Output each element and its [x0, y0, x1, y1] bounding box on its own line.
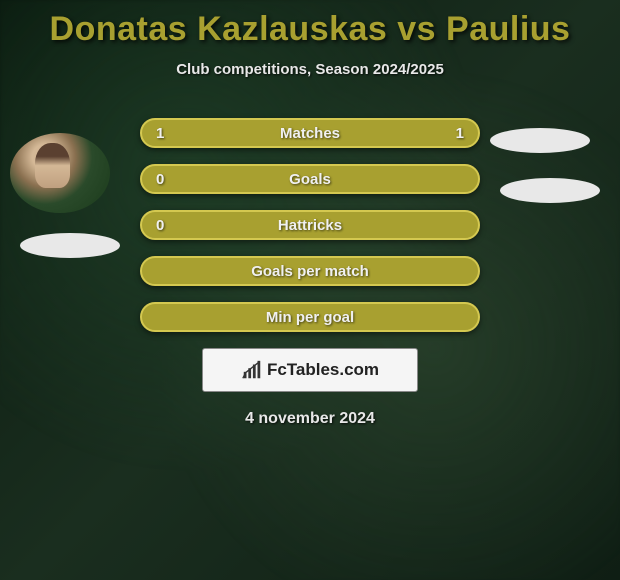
- content-wrapper: Donatas Kazlauskas vs Paulius Club compe…: [0, 0, 620, 428]
- footer-date: 4 november 2024: [0, 410, 620, 428]
- fctables-logo-box[interactable]: FcTables.com: [202, 348, 418, 392]
- stat-value-left: 0: [156, 171, 164, 188]
- stat-bar-min-per-goal: Min per goal: [140, 302, 480, 332]
- player-avatar-left: [10, 133, 110, 213]
- stat-bars-container: 1 Matches 1 0 Goals 0 Hattricks Goals pe…: [140, 118, 480, 332]
- stat-label: Min per goal: [266, 309, 354, 326]
- page-title: Donatas Kazlauskas vs Paulius: [0, 10, 620, 49]
- stat-value-left: 0: [156, 217, 164, 234]
- chart-icon: [241, 359, 263, 381]
- stat-label: Goals per match: [251, 263, 369, 280]
- stat-bar-goals-per-match: Goals per match: [140, 256, 480, 286]
- ellipse-placeholder-right-2: [500, 178, 600, 203]
- stat-label: Hattricks: [278, 217, 342, 234]
- stats-area: 1 Matches 1 0 Goals 0 Hattricks Goals pe…: [0, 118, 620, 428]
- stat-bar-matches: 1 Matches 1: [140, 118, 480, 148]
- stat-label: Matches: [280, 125, 340, 142]
- stat-bar-hattricks: 0 Hattricks: [140, 210, 480, 240]
- page-subtitle: Club competitions, Season 2024/2025: [0, 61, 620, 78]
- stat-bar-goals: 0 Goals: [140, 164, 480, 194]
- stat-label: Goals: [289, 171, 331, 188]
- stat-value-left: 1: [156, 125, 164, 142]
- ellipse-placeholder-left: [20, 233, 120, 258]
- stat-value-right: 1: [456, 125, 464, 142]
- ellipse-placeholder-right-1: [490, 128, 590, 153]
- logo-text: FcTables.com: [267, 360, 379, 380]
